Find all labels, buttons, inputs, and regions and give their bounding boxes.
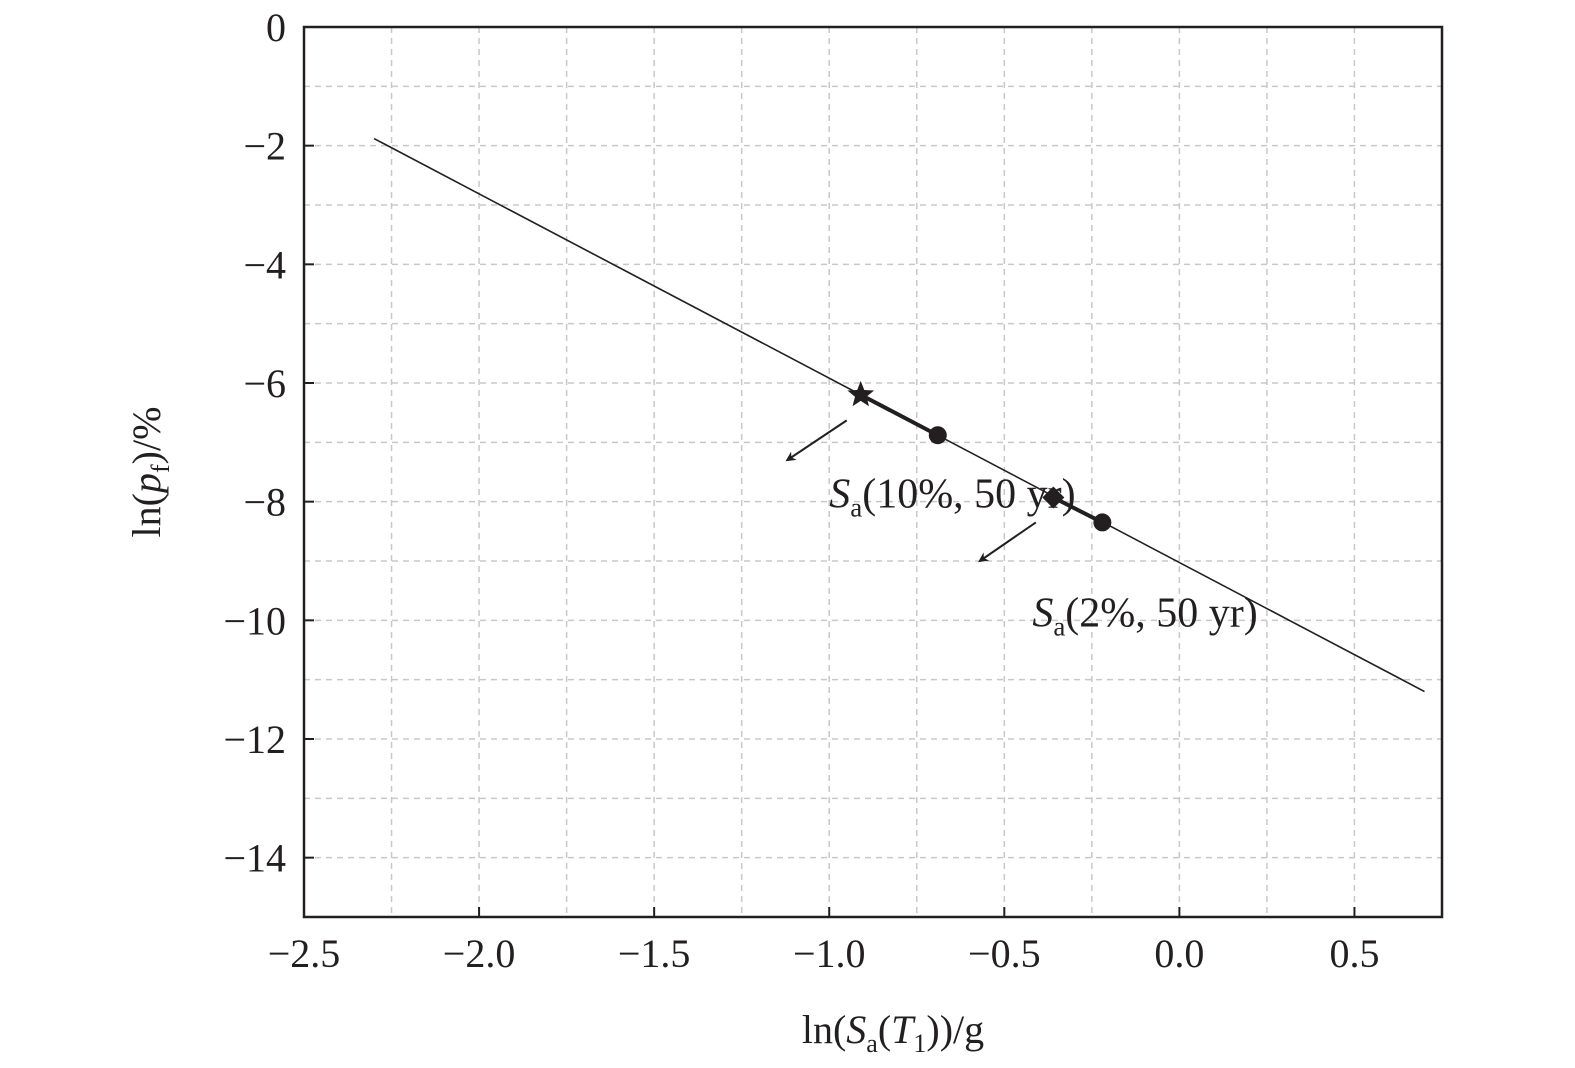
y-tick-label: −4 (243, 242, 286, 287)
star-marker (847, 380, 875, 407)
x-tick-label: −0.5 (968, 931, 1041, 976)
circle-marker (1093, 513, 1112, 532)
annotation-label: Sa(10%, 50 yr) (829, 472, 1075, 523)
x-tick-label: 0.5 (1329, 931, 1379, 976)
bold-segment (1052, 495, 1104, 525)
bold-segment (859, 393, 939, 437)
plot-data (373, 137, 1425, 693)
y-tick-label: −2 (243, 124, 286, 169)
y-tick-label: −6 (243, 361, 286, 406)
y-tick-label: −14 (223, 836, 286, 881)
axis-ticks: −2.5 −2.0 −1.5 −1.0 −0.5 0.0 0.5 0 −2 −4 −6 −8 −10 −1… (223, 5, 1379, 976)
annotations: Sa(10%, 50 yr) Sa(2%, 50 yr) (785, 419, 1258, 641)
x-tick-label: −2.5 (268, 931, 341, 976)
y-tick-label: 0 (266, 5, 286, 50)
diamond-marker (1042, 486, 1065, 509)
y-tick-label: −8 (243, 480, 286, 525)
y-tick-label: −10 (223, 598, 286, 643)
x-tick-label: −1.5 (618, 931, 691, 976)
circle-marker (928, 426, 947, 445)
x-tick-label: −2.0 (443, 931, 516, 976)
x-tick-label: 0.0 (1154, 931, 1204, 976)
x-axis-label: ln(Sa(T1))/g (802, 1007, 984, 1058)
y-axis-label: ln(pf)/% (124, 407, 175, 538)
annotation-arrow (785, 419, 848, 462)
annotation-arrow (978, 521, 1037, 563)
plot-frame (302, 25, 1444, 919)
annotation-label: Sa(2%, 50 yr) (1032, 590, 1257, 641)
x-tick-label: −1.0 (793, 931, 866, 976)
grid (304, 27, 1442, 917)
y-tick-label: −12 (223, 717, 286, 762)
